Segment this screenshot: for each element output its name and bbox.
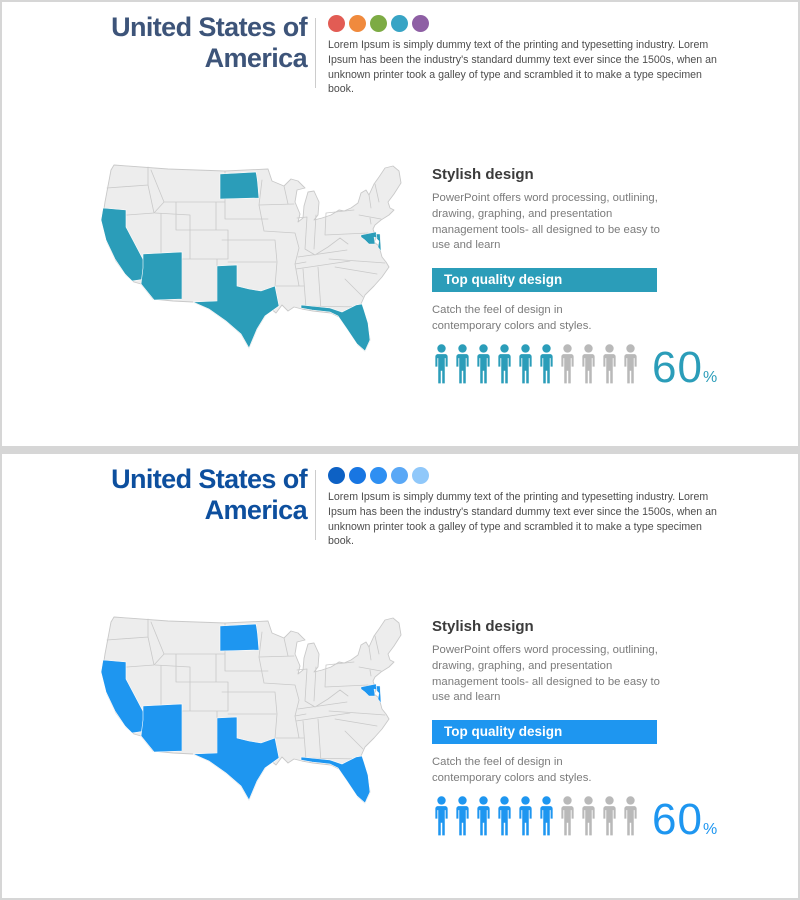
- person-icon: [540, 344, 553, 384]
- intro-text: Lorem Ipsum is simply dummy text of the …: [328, 39, 717, 96]
- caption-text: Catch the feel of design in contemporary…: [432, 756, 592, 785]
- section-body: PowerPoint offers word processing, outli…: [432, 192, 660, 252]
- quality-banner: Top quality design: [432, 268, 657, 293]
- map-state-maryland: [360, 683, 382, 704]
- person-icon: [456, 344, 469, 384]
- slide-gap: [2, 446, 798, 454]
- person-icon: [435, 344, 448, 384]
- palette-dot: [328, 467, 345, 484]
- palette-dot: [412, 467, 429, 484]
- us-map-svg: [100, 616, 402, 804]
- section-heading: Stylish design: [432, 618, 534, 635]
- map-state-california: [100, 659, 146, 734]
- slide-card-blue: United States of America Lorem Ipsum is …: [2, 454, 798, 898]
- us-map: [98, 610, 414, 816]
- map-state-california: [100, 207, 146, 282]
- palette-dot: [328, 15, 345, 32]
- map-state-florida: [300, 303, 371, 352]
- us-map: [98, 158, 414, 364]
- person-icon: [498, 796, 511, 836]
- person-icon: [435, 796, 448, 836]
- map-state-florida: [300, 755, 371, 804]
- banner-label: Top quality design: [444, 724, 563, 740]
- person-icon: [603, 344, 616, 384]
- title-line1: United States of: [111, 12, 308, 42]
- person-icon: [603, 796, 616, 836]
- person-icon: [561, 796, 574, 836]
- palette-dot: [391, 467, 408, 484]
- info-column: Stylish design PowerPoint offers word pr…: [432, 166, 717, 389]
- stat-unit: %: [702, 820, 718, 838]
- person-icon: [624, 796, 637, 836]
- palette-dot: [370, 15, 387, 32]
- map-state-arizona: [140, 251, 183, 301]
- palette-dot: [370, 467, 387, 484]
- person-icon: [519, 344, 532, 384]
- person-icon: [582, 796, 595, 836]
- title-divider: [315, 18, 316, 88]
- palette-dot: [391, 15, 408, 32]
- palette-dot: [349, 15, 366, 32]
- person-icon: [477, 344, 490, 384]
- title-line2: America: [204, 43, 308, 74]
- intro-text: Lorem Ipsum is simply dummy text of the …: [328, 491, 717, 548]
- stat-number: 60: [652, 342, 703, 392]
- people-pictograph: [432, 344, 640, 385]
- slide-card-teal: United States of America Lorem Ipsum is …: [2, 2, 798, 446]
- person-icon: [561, 344, 574, 384]
- stat-unit: %: [702, 368, 718, 386]
- person-icon: [519, 796, 532, 836]
- caption-text: Catch the feel of design in contemporary…: [432, 304, 592, 333]
- person-icon: [477, 796, 490, 836]
- stat-value: 60%: [652, 345, 718, 389]
- palette-dots: [328, 15, 429, 32]
- people-pictograph-row: 60%: [432, 344, 717, 389]
- palette-dot: [349, 467, 366, 484]
- stat-number: 60: [652, 794, 703, 844]
- banner-label: Top quality design: [444, 272, 563, 288]
- map-state-maryland: [360, 231, 382, 252]
- section-body: PowerPoint offers word processing, outli…: [432, 644, 660, 704]
- map-state-north-dakota: [219, 171, 260, 200]
- title-line2: America: [204, 495, 308, 526]
- people-pictograph-row: 60%: [432, 796, 717, 841]
- person-icon: [456, 796, 469, 836]
- us-map-svg: [100, 164, 402, 352]
- info-column: Stylish design PowerPoint offers word pr…: [432, 618, 717, 841]
- map-state-arizona: [140, 703, 183, 753]
- slide-title: United States of America: [97, 12, 308, 75]
- palette-dots: [328, 467, 429, 484]
- person-icon: [582, 344, 595, 384]
- title-divider: [315, 470, 316, 540]
- stat-value: 60%: [652, 797, 718, 841]
- map-state-texas: [192, 264, 280, 349]
- person-icon: [624, 344, 637, 384]
- slide-title: United States of America: [97, 464, 308, 527]
- person-icon: [540, 796, 553, 836]
- map-state-north-dakota: [219, 623, 260, 652]
- map-state-texas: [192, 716, 280, 801]
- section-heading: Stylish design: [432, 166, 534, 183]
- title-line1: United States of: [111, 464, 308, 494]
- people-pictograph: [432, 796, 640, 837]
- palette-dot: [412, 15, 429, 32]
- person-icon: [498, 344, 511, 384]
- quality-banner: Top quality design: [432, 720, 657, 745]
